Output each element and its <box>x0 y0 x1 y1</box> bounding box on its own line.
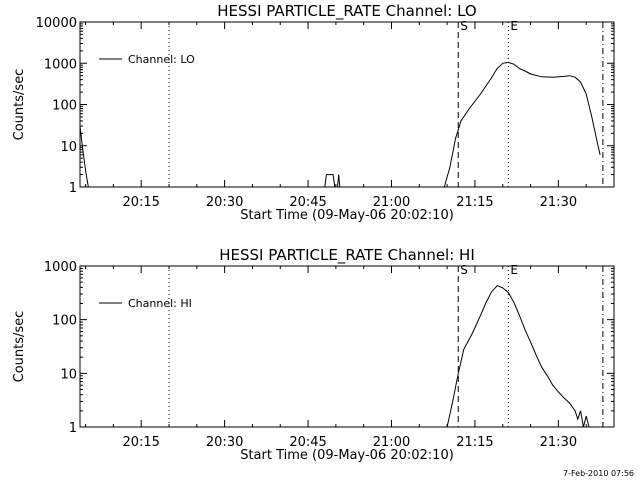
chart-title: HESSI PARTICLE_RATE Channel: HI <box>219 246 475 265</box>
footer-timestamp: 7-Feb-2010 07:56 <box>563 469 634 478</box>
y-tick-label: 10 <box>60 367 77 382</box>
x-tick-label: 20:45 <box>289 435 326 450</box>
series-line <box>446 285 590 428</box>
plot-frame <box>79 265 615 428</box>
chart-title: HESSI PARTICLE_RATE Channel: LO <box>217 2 476 21</box>
event-marker-label: S <box>460 19 468 33</box>
x-tick-label: 20:45 <box>289 195 326 210</box>
y-tick-label: 100 <box>52 314 77 329</box>
legend-label: Channel: LO <box>128 53 195 66</box>
series-line <box>79 126 89 188</box>
y-tick-label: 1000 <box>44 57 77 72</box>
event-marker-label: E <box>510 19 518 33</box>
y-axis-label: Counts/sec <box>12 69 27 141</box>
x-tick-label: 20:15 <box>122 195 159 210</box>
series-line <box>337 174 341 188</box>
y-tick-label: 1 <box>69 181 77 196</box>
y-axis-label: Counts/sec <box>12 311 27 383</box>
y-tick-label: 10 <box>60 140 77 155</box>
y-tick-label: 100 <box>52 99 77 114</box>
x-axis-label: Start Time (09-May-06 20:02:10) <box>240 208 454 223</box>
series-line <box>324 174 336 188</box>
x-tick-label: 20:15 <box>122 435 159 450</box>
x-tick-label: 21:00 <box>373 195 410 210</box>
y-tick-label: 1000 <box>44 260 77 275</box>
plot-frame <box>79 21 615 188</box>
x-tick-label: 21:15 <box>456 435 493 450</box>
x-tick-label: 20:30 <box>206 435 243 450</box>
event-marker-label: E <box>510 263 518 277</box>
legend-label: Channel: HI <box>128 297 192 310</box>
x-tick-label: 21:00 <box>373 435 410 450</box>
x-axis-label: Start Time (09-May-06 20:02:10) <box>240 448 454 463</box>
x-tick-label: 21:30 <box>540 435 577 450</box>
y-tick-label: 10000 <box>36 16 77 31</box>
x-tick-label: 21:15 <box>456 195 493 210</box>
x-tick-label: 21:30 <box>540 195 577 210</box>
lo-channel-panel: HESSI PARTICLE_RATE Channel: LO 1 10 100 100… <box>12 2 615 223</box>
hi-channel-panel: HESSI PARTICLE_RATE Channel: HI 1 10 100 100… <box>12 246 615 463</box>
event-marker-label: S <box>460 263 468 277</box>
x-tick-label: 20:30 <box>206 195 243 210</box>
series-line <box>443 61 601 188</box>
y-tick-label: 1 <box>69 421 77 436</box>
